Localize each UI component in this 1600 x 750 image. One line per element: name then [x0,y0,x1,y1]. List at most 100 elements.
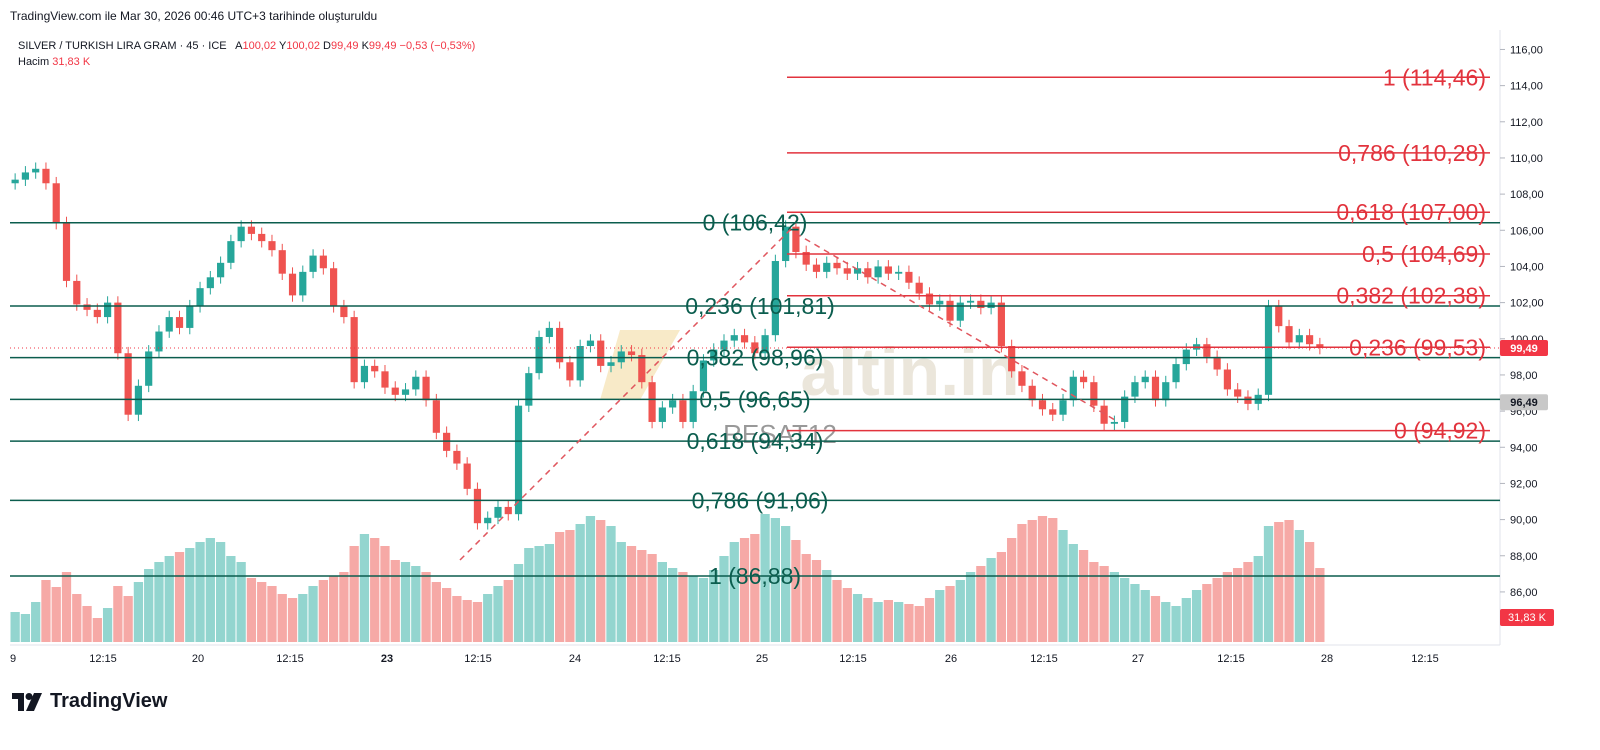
volume-bar [1140,590,1150,642]
candle-body [1018,371,1026,386]
volume-bar [585,516,596,642]
candle-body [1121,396,1129,422]
fib-label-red: 0,382 (102,38) [1336,283,1486,309]
candle-body [258,233,266,242]
candle-body [360,365,369,383]
volume-bar [328,576,339,642]
volume-bar [380,546,390,642]
candle-body [607,362,615,366]
candle-body [381,371,389,388]
volume-bar [41,580,51,642]
candle-body [391,387,399,395]
volume-bar [400,562,411,642]
volume-bar [668,568,678,642]
candle-body [155,331,163,352]
fib-label-red: 0,786 (110,28) [1338,140,1486,166]
fib-label-green: 0 (106,42) [703,210,808,236]
time-tick-label: 12:15 [464,653,492,665]
candle-body [925,293,934,305]
volume-label[interactable]: Hacim [18,56,50,68]
candle-body [11,179,19,184]
candle-body [761,335,769,354]
volume-bar [123,596,133,642]
volume-bar [1017,524,1027,642]
volume-bar [370,538,380,642]
volume-bar [308,586,318,642]
time-tick-label: 12:15 [1217,653,1245,665]
candle-body [1100,405,1108,424]
candle-body [833,262,841,269]
volume-bar [883,600,894,642]
volume-bar [185,548,195,642]
volume-bar [1284,520,1294,642]
time-tick-label: 12:15 [276,653,304,665]
volume-bar [1120,578,1130,642]
volume-bar [801,554,811,642]
time-tick-label: 25 [756,653,768,665]
candle-body [473,488,482,524]
volume-bar [164,556,174,642]
candle-body [566,362,574,381]
volume-bar [1027,520,1037,642]
candle-body [134,385,143,415]
candle-body [648,382,656,422]
price-chart[interactable]: 86,0088,0090,0092,0094,0096,0098,00100,0… [0,0,1600,690]
candle-body [1285,326,1293,343]
fib-label-green: 0,382 (98,96) [687,345,824,371]
volume-bar [421,572,431,642]
fib-label-green: 0,5 (96,65) [699,386,810,412]
candle-body [504,506,512,515]
candle-body [545,327,553,337]
candle-body [21,172,30,180]
volume-bar [1253,556,1263,642]
price-label-box [1500,339,1548,356]
volume-bar [205,538,215,642]
volume-bar [472,602,483,642]
fib-label-red: 0,5 (104,69) [1362,241,1486,267]
candle-body [730,335,738,341]
volume-bar [1109,572,1120,642]
candle-body [1038,400,1047,410]
volume-bar [894,602,904,642]
candle-body [905,271,913,283]
volume-bar [246,578,257,642]
change-value: −0,53 (−0,53%) [399,40,476,52]
price-tick-label: 98,00 [1510,370,1538,382]
candle-body [535,336,543,374]
candle-body [1172,364,1180,383]
volume-bar [483,594,493,642]
volume-bar [1078,550,1089,642]
volume-bar [832,580,842,642]
candle-body [52,183,60,224]
volume-bar [390,560,400,642]
candle-body [268,241,276,251]
volume-label-text: 31,83 K [1508,612,1547,624]
candle-body [371,365,379,372]
volume-bar [72,594,82,642]
price-label-text: 96,49 [1510,397,1538,409]
volume-bar [770,518,781,642]
volume-bar [914,606,924,642]
volume-label-box [1500,609,1554,626]
candle-body [350,317,358,383]
symbol-name[interactable]: SILVER / TURKISH LIRA GRAM · 45 · ICE [18,40,227,52]
volume-bar [1315,568,1325,642]
price-tick-label: 108,00 [1510,189,1544,201]
volume-bar [760,514,770,642]
candle-body [1295,335,1303,343]
candle-body [422,376,430,401]
volume-bar [637,550,647,642]
volume-bar [503,580,513,642]
time-tick-label: 20 [192,653,204,665]
volume-bar [729,542,739,642]
candle-body [1141,376,1149,383]
high-label: Y [278,40,287,52]
volume-bar [493,586,503,642]
close-label: K [361,40,369,52]
price-tick-label: 102,00 [1510,298,1544,310]
volume-bar [10,612,20,642]
volume-bar [154,562,164,642]
candle-body [792,226,800,252]
candle-body [586,340,595,347]
candle-body [679,400,687,422]
